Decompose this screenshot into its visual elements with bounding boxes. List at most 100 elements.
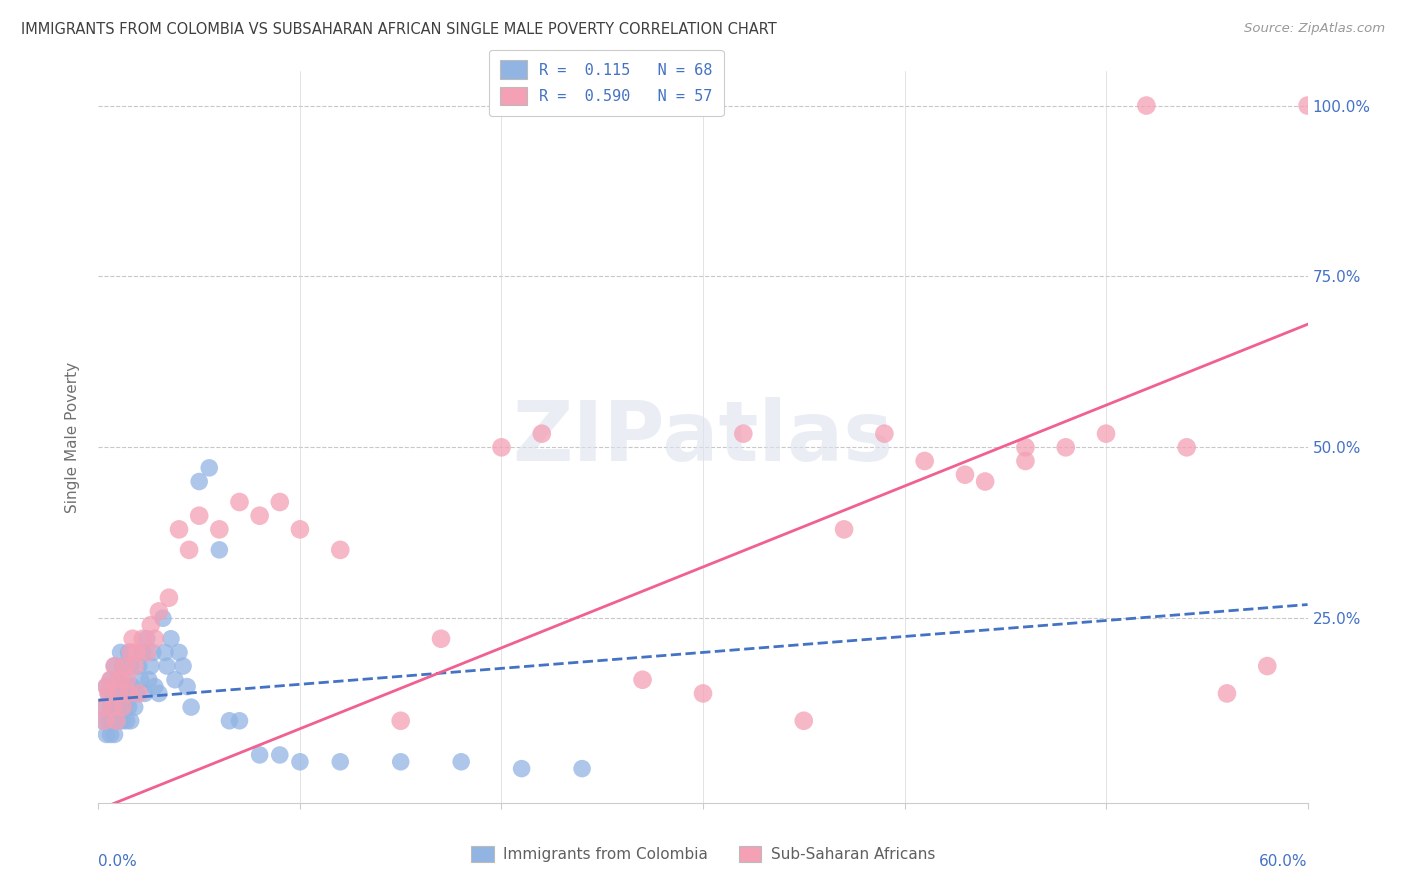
Point xyxy=(591,98,613,112)
Point xyxy=(100,700,122,714)
Point xyxy=(96,680,118,694)
Point xyxy=(132,645,155,659)
Point xyxy=(115,714,138,728)
Text: 60.0%: 60.0% xyxy=(1260,854,1308,869)
Point xyxy=(249,508,271,523)
Point xyxy=(974,475,997,489)
Point xyxy=(143,680,166,694)
Point xyxy=(110,645,132,659)
Point xyxy=(180,700,202,714)
Point xyxy=(218,714,240,728)
Point xyxy=(329,542,352,557)
Point xyxy=(111,659,134,673)
Point xyxy=(124,700,146,714)
Point xyxy=(172,659,194,673)
Point xyxy=(107,686,129,700)
Point xyxy=(269,495,291,509)
Point xyxy=(118,686,141,700)
Point xyxy=(103,659,125,673)
Point xyxy=(208,522,231,536)
Point xyxy=(167,522,190,536)
Point xyxy=(125,686,148,700)
Point xyxy=(120,659,142,673)
Point xyxy=(733,426,755,441)
Point xyxy=(1296,98,1319,112)
Point xyxy=(228,495,250,509)
Point xyxy=(105,680,128,694)
Point xyxy=(510,762,533,776)
Point xyxy=(91,700,114,714)
Point xyxy=(491,440,513,454)
Point xyxy=(139,618,162,632)
Point xyxy=(148,604,170,618)
Point xyxy=(111,714,134,728)
Point xyxy=(249,747,271,762)
Point xyxy=(167,645,190,659)
Point xyxy=(120,645,142,659)
Point xyxy=(120,714,142,728)
Point xyxy=(91,714,114,728)
Point xyxy=(139,659,162,673)
Point xyxy=(631,673,654,687)
Text: IMMIGRANTS FROM COLOMBIA VS SUBSAHARAN AFRICAN SINGLE MALE POVERTY CORRELATION C: IMMIGRANTS FROM COLOMBIA VS SUBSAHARAN A… xyxy=(21,22,778,37)
Point xyxy=(208,542,231,557)
Point xyxy=(93,714,115,728)
Point xyxy=(115,673,138,687)
Point xyxy=(124,659,146,673)
Point xyxy=(692,686,714,700)
Point xyxy=(160,632,183,646)
Point xyxy=(1014,440,1036,454)
Point xyxy=(100,673,122,687)
Point xyxy=(110,700,132,714)
Point xyxy=(1175,440,1198,454)
Point xyxy=(389,755,412,769)
Point xyxy=(96,680,118,694)
Point xyxy=(148,686,170,700)
Point xyxy=(100,727,122,741)
Point xyxy=(96,727,118,741)
Point xyxy=(873,426,896,441)
Point xyxy=(450,755,472,769)
Point xyxy=(135,632,157,646)
Point xyxy=(1135,98,1157,112)
Point xyxy=(111,700,134,714)
Text: Source: ZipAtlas.com: Source: ZipAtlas.com xyxy=(1244,22,1385,36)
Point xyxy=(111,686,134,700)
Point xyxy=(1216,686,1239,700)
Point xyxy=(107,714,129,728)
Point xyxy=(103,727,125,741)
Point xyxy=(188,475,211,489)
Point xyxy=(914,454,936,468)
Point xyxy=(114,659,136,673)
Point xyxy=(179,542,201,557)
Point xyxy=(101,700,124,714)
Point xyxy=(1256,659,1278,673)
Point xyxy=(389,714,412,728)
Point xyxy=(288,522,311,536)
Point xyxy=(97,686,120,700)
Legend: Immigrants from Colombia, Sub-Saharan Africans: Immigrants from Colombia, Sub-Saharan Af… xyxy=(465,840,941,868)
Point xyxy=(329,755,352,769)
Point xyxy=(152,611,174,625)
Point xyxy=(135,645,157,659)
Point xyxy=(1054,440,1077,454)
Point xyxy=(118,645,141,659)
Point xyxy=(163,673,186,687)
Point xyxy=(110,673,132,687)
Point xyxy=(105,700,128,714)
Y-axis label: Single Male Poverty: Single Male Poverty xyxy=(65,361,80,513)
Point xyxy=(100,673,122,687)
Point xyxy=(1095,426,1118,441)
Text: 0.0%: 0.0% xyxy=(98,854,138,869)
Point xyxy=(128,686,150,700)
Point xyxy=(101,686,124,700)
Point xyxy=(832,522,855,536)
Point xyxy=(121,680,143,694)
Point xyxy=(97,714,120,728)
Point xyxy=(121,632,143,646)
Point xyxy=(114,700,136,714)
Point xyxy=(153,645,176,659)
Point xyxy=(228,714,250,728)
Point xyxy=(101,714,124,728)
Point xyxy=(103,659,125,673)
